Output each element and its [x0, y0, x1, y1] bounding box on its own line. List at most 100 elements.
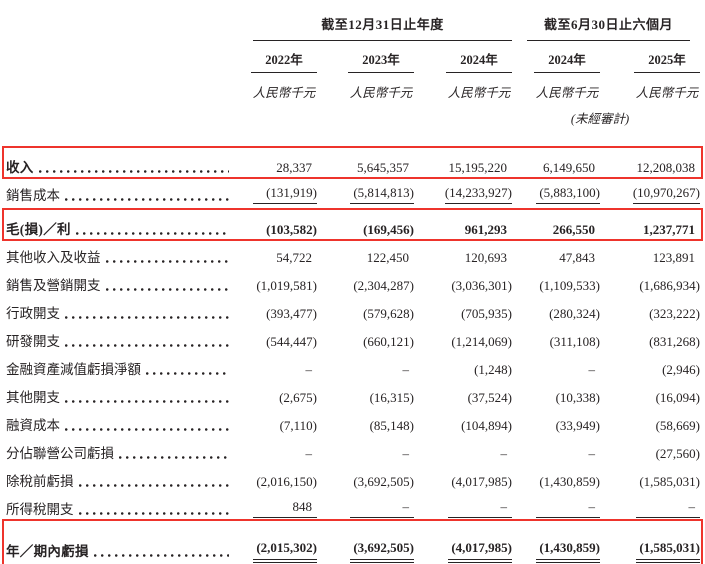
- dot-leader: [38, 170, 229, 173]
- table-row: 研發開支 (544,447) (660,121) (1,214,069) (311,10…: [6, 322, 702, 350]
- value: (58,669): [655, 417, 700, 433]
- table-row: 金融資產減值虧損淨額 – – (1,248) – (2,946): [6, 350, 702, 378]
- value-cell: 848: [232, 499, 317, 518]
- row-label-cell: 年／期內虧損: [6, 544, 232, 560]
- table-header: 截至12月31日止年度 截至6月30日止六個月 2022年 2023年 2024…: [6, 14, 702, 126]
- value-cell: (85,148): [317, 418, 414, 434]
- value: (544,447): [266, 333, 317, 349]
- value: 28,337: [276, 159, 312, 175]
- value: (3,036,301): [451, 277, 512, 293]
- value-cell: (393,477): [232, 306, 317, 322]
- value-cell: 15,195,220: [414, 160, 512, 176]
- value: (1,686,934): [639, 277, 700, 293]
- value-cell: (1,214,069): [414, 334, 512, 350]
- value: (4,017,985): [451, 473, 512, 489]
- value-cell: (4,017,985): [414, 474, 512, 490]
- row-label: 金融資產減值虧損淨額: [6, 361, 141, 377]
- table-row: 銷售及營銷開支 (1,019,581) (2,304,287) (3,036,301)…: [6, 266, 702, 294]
- dot-leader: [65, 400, 229, 403]
- unit-label: 人民幣千元: [535, 86, 599, 100]
- table-row: 銷售成本 (131,919) (5,814,813) (14,233,927) (5,8…: [6, 176, 702, 204]
- row-label: 除稅前虧損: [6, 473, 74, 489]
- unit-header-row: 人民幣千元 人民幣千元 人民幣千元 人民幣千元 人民幣千元: [6, 82, 702, 101]
- row-label: 其他開支: [6, 389, 60, 405]
- year-header-row: 2022年 2023年 2024年 2024年 2025年: [6, 49, 702, 73]
- table-row: 除稅前虧損 (2,016,150) (3,692,505) (4,017,985) (1…: [6, 462, 702, 490]
- value-cell: (1,585,031): [600, 474, 700, 490]
- table-row: 年／期內虧損 (2,015,302) (3,692,505) (4,017,985) (…: [2, 519, 703, 564]
- table-row: 其他開支 (2,675) (16,315) (37,524) (10,338) (16,0…: [6, 378, 702, 406]
- value-cell: –: [414, 499, 512, 518]
- value-cell: (323,222): [600, 306, 700, 322]
- value: (2,016,150): [256, 473, 317, 489]
- value-cell: 120,693: [414, 250, 512, 266]
- dot-leader: [146, 372, 229, 375]
- row-label-cell: 金融資產減值虧損淨額: [6, 362, 232, 378]
- value-cell: (544,447): [232, 334, 317, 350]
- row-label-cell: 其他開支: [6, 390, 232, 406]
- unaudited-note: (未經審計): [570, 112, 630, 126]
- value: (1,585,031): [636, 540, 700, 564]
- unit-cell: 人民幣千元: [232, 82, 317, 101]
- table-row: 其他收入及收益 54,722 122,450 120,693 47,843 123,891: [6, 238, 702, 266]
- row-label-cell: 銷售及營銷開支: [6, 278, 232, 294]
- row-label-cell: 除稅前虧損: [6, 474, 232, 490]
- value-cell: (831,268): [600, 334, 700, 350]
- value: (33,949): [555, 417, 600, 433]
- value-cell: –: [317, 362, 414, 378]
- row-label-cell: 收入: [6, 160, 232, 176]
- value-cell: (1,109,533): [512, 278, 600, 294]
- value: (37,524): [467, 389, 512, 405]
- value: –: [448, 499, 512, 518]
- value: (3,692,505): [350, 540, 414, 564]
- value: –: [536, 499, 600, 518]
- value: (705,935): [461, 305, 512, 321]
- value: 122,450: [366, 249, 409, 265]
- table-row: 融資成本 (7,110) (85,148) (104,894) (33,949) (58,…: [6, 406, 702, 434]
- unaudited-row: (未經審計): [6, 108, 702, 126]
- value-cell: –: [232, 362, 317, 378]
- value: (27,560): [655, 445, 700, 461]
- value-cell: 6,149,650: [512, 160, 600, 176]
- period-group-interim-label: 截至6月30日止六個月: [543, 17, 673, 32]
- row-label: 融資成本: [6, 417, 60, 433]
- value-cell: (5,883,100): [512, 185, 600, 204]
- value: (10,338): [555, 389, 600, 405]
- value: (85,148): [369, 417, 414, 433]
- value: 15,195,220: [448, 159, 508, 175]
- column-header-cell: 2024年: [512, 49, 600, 73]
- dot-leader: [75, 232, 229, 235]
- unit-cell: 人民幣千元: [512, 82, 600, 101]
- value: (2,015,302): [253, 540, 317, 564]
- value-cell: 1,237,771: [600, 222, 700, 238]
- income-statement-table: 截至12月31日止年度 截至6月30日止六個月 2022年 2023年 2024…: [2, 8, 703, 564]
- value-cell: (7,110): [232, 418, 317, 434]
- value-cell: (3,692,505): [317, 474, 414, 490]
- value: 54,722: [276, 249, 312, 265]
- value-cell: (10,338): [512, 390, 600, 406]
- value-cell: (311,108): [512, 334, 600, 350]
- header-spacer: [6, 14, 232, 41]
- dot-leader: [65, 198, 229, 201]
- value: (1,019,581): [256, 277, 317, 293]
- header-spacer: [6, 49, 232, 73]
- dot-leader: [65, 316, 229, 319]
- value: (7,110): [279, 417, 317, 433]
- value: –: [588, 361, 596, 377]
- value-cell: (1,019,581): [232, 278, 317, 294]
- unit-label: 人民幣千元: [349, 86, 413, 100]
- value: 6,149,650: [543, 159, 595, 175]
- dot-leader: [65, 344, 229, 347]
- value: (131,919): [253, 185, 317, 204]
- value: (831,268): [649, 333, 700, 349]
- value-cell: (3,692,505): [317, 540, 414, 564]
- value-cell: (2,304,287): [317, 278, 414, 294]
- value: 848: [253, 499, 317, 518]
- dot-leader: [105, 260, 229, 263]
- value-cell: (4,017,985): [414, 540, 512, 564]
- row-label: 收入: [6, 159, 34, 175]
- value: (16,094): [655, 389, 700, 405]
- row-label: 分佔聯營公司虧損: [6, 445, 114, 461]
- table-row: 收入 28,337 5,645,357 15,195,220 6,149,650 12,2…: [2, 146, 703, 179]
